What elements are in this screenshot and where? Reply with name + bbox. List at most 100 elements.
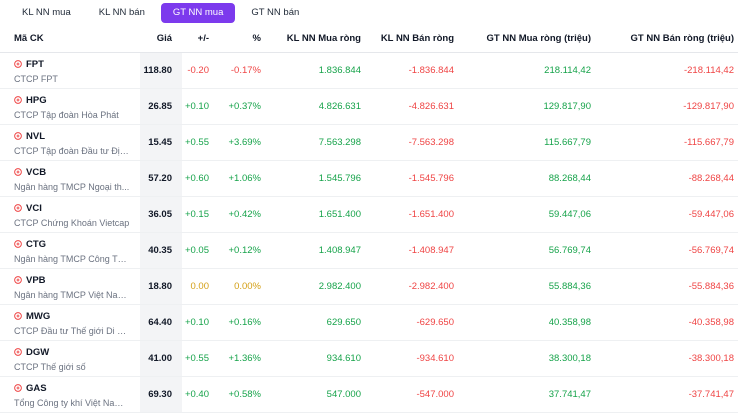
table-row[interactable]: GAS Tổng Công ty khí Việt Nam ... 69.30 +0.…: [0, 376, 738, 413]
kl-ban-rong-cell: -547.000: [369, 376, 462, 413]
percent-cell: +3.69%: [217, 124, 269, 161]
watchlist-icon[interactable]: [14, 312, 22, 320]
stock-symbol-line: NVL: [14, 130, 140, 143]
stock-symbol[interactable]: DGW: [26, 346, 50, 358]
stock-symbol[interactable]: VPB: [26, 274, 46, 286]
gt-mua-rong-cell: 115.667,79: [462, 124, 599, 161]
table-row[interactable]: CTG Ngân hàng TMCP Công Th... 40.35 +0.05 +0…: [0, 232, 738, 269]
stock-symbol[interactable]: NVL: [26, 130, 45, 142]
kl-ban-rong-cell: -629.650: [369, 304, 462, 341]
percent-cell: 0.00%: [217, 268, 269, 305]
table-row[interactable]: DGW CTCP Thế giới số 41.00 +0.55 +1.36% 934.6…: [0, 340, 738, 377]
gt-mua-rong-cell: 55.884,36: [462, 268, 599, 305]
table-row[interactable]: FPT CTCP FPT 118.80 -0.20 -0.17% 1.836.844 -1.…: [0, 52, 738, 89]
foreign-trading-table: Mã CK Giá +/- % KL NN Mua ròng KL NN Bán…: [0, 25, 738, 413]
header-kl-ban-rong[interactable]: KL NN Bán ròng: [369, 25, 462, 53]
kl-ban-rong-cell: -934.610: [369, 340, 462, 377]
company-name: CTCP Tập đoàn Hòa Phát: [14, 109, 119, 120]
tab-kl-nn-ban[interactable]: KL NN bán: [98, 6, 145, 18]
watchlist-icon[interactable]: [14, 240, 22, 248]
change-cell: -0.20: [182, 52, 217, 89]
stock-symbol[interactable]: GAS: [26, 382, 47, 394]
watchlist-icon[interactable]: [14, 60, 22, 68]
change-cell: +0.60: [182, 160, 217, 197]
stock-symbol[interactable]: VCI: [26, 202, 42, 214]
stock-symbol[interactable]: MWG: [26, 310, 51, 322]
price-cell: 40.35: [140, 232, 182, 269]
stock-cell[interactable]: MWG CTCP Đầu tư Thế giới Di độ...: [0, 304, 140, 341]
table-row[interactable]: MWG CTCP Đầu tư Thế giới Di độ... 64.40 +0.…: [0, 304, 738, 341]
price-cell: 41.00: [140, 340, 182, 377]
stock-cell[interactable]: VPB Ngân hàng TMCP Việt Nam ...: [0, 268, 140, 305]
percent-cell: +0.37%: [217, 88, 269, 125]
tab-gt-nn-ban[interactable]: GT NN bán: [251, 6, 300, 18]
table-row[interactable]: NVL CTCP Tập đoàn Đầu tư Địa ... 15.45 +0.5…: [0, 124, 738, 161]
stock-symbol-line: CTG: [14, 238, 140, 251]
kl-mua-rong-cell: 547.000: [269, 376, 369, 413]
stock-symbol-line: GAS: [14, 382, 140, 395]
change-cell: 0.00: [182, 268, 217, 305]
header-gt-mua-rong[interactable]: GT NN Mua ròng (triệu): [462, 25, 599, 53]
kl-ban-rong-cell: -2.982.400: [369, 268, 462, 305]
gt-mua-rong-cell: 218.114,42: [462, 52, 599, 89]
kl-mua-rong-cell: 934.610: [269, 340, 369, 377]
percent-cell: +1.06%: [217, 160, 269, 197]
kl-mua-rong-cell: 1.408.947: [269, 232, 369, 269]
company-name: CTCP Thế giới số: [14, 361, 86, 372]
stock-cell[interactable]: NVL CTCP Tập đoàn Đầu tư Địa ...: [0, 124, 140, 161]
tab-gt-nn-mua[interactable]: GT NN mua: [160, 2, 236, 23]
stock-cell[interactable]: DGW CTCP Thế giới số: [0, 340, 140, 377]
stock-cell[interactable]: CTG Ngân hàng TMCP Công Th...: [0, 232, 140, 269]
gt-ban-rong-cell: -56.769,74: [599, 232, 738, 269]
stock-symbol-line: MWG: [14, 310, 140, 323]
kl-ban-rong-cell: -4.826.631: [369, 88, 462, 125]
change-cell: +0.10: [182, 304, 217, 341]
stock-symbol-line: VCI: [14, 202, 140, 215]
table-row[interactable]: VCB Ngân hàng TMCP Ngoại th... 57.20 +0.60 +…: [0, 160, 738, 197]
gt-ban-rong-cell: -115.667,79: [599, 124, 738, 161]
header-percent[interactable]: %: [217, 25, 269, 53]
gt-ban-rong-cell: -129.817,90: [599, 88, 738, 125]
gt-mua-rong-cell: 38.300,18: [462, 340, 599, 377]
header-gt-ban-rong[interactable]: GT NN Bán ròng (triệu): [599, 25, 738, 53]
table-row[interactable]: HPG CTCP Tập đoàn Hòa Phát 26.85 +0.10 +0.37…: [0, 88, 738, 125]
kl-mua-rong-cell: 4.826.631: [269, 88, 369, 125]
change-cell: +0.05: [182, 232, 217, 269]
stock-cell[interactable]: FPT CTCP FPT: [0, 52, 140, 89]
watchlist-icon[interactable]: [14, 276, 22, 284]
price-cell: 18.80: [140, 268, 182, 305]
stock-symbol[interactable]: CTG: [26, 238, 47, 250]
kl-ban-rong-cell: -1.836.844: [369, 52, 462, 89]
kl-mua-rong-cell: 2.982.400: [269, 268, 369, 305]
gt-ban-rong-cell: -59.447,06: [599, 196, 738, 233]
stock-cell[interactable]: HPG CTCP Tập đoàn Hòa Phát: [0, 88, 140, 125]
watchlist-icon[interactable]: [14, 132, 22, 140]
change-cell: +0.10: [182, 88, 217, 125]
tab-kl-nn-mua[interactable]: KL NN mua: [22, 6, 71, 18]
stock-cell[interactable]: GAS Tổng Công ty khí Việt Nam ...: [0, 376, 140, 413]
header-symbol[interactable]: Mã CK: [0, 25, 140, 53]
stock-symbol[interactable]: HPG: [26, 94, 47, 106]
stock-symbol-line: FPT: [14, 58, 140, 71]
header-change[interactable]: +/-: [182, 25, 217, 53]
stock-symbol-line: VPB: [14, 274, 140, 287]
header-price[interactable]: Giá: [140, 25, 182, 53]
watchlist-icon[interactable]: [14, 168, 22, 176]
table-row[interactable]: VCI CTCP Chứng Khoán Vietcap 36.05 +0.15 +0.…: [0, 196, 738, 233]
watchlist-icon[interactable]: [14, 384, 22, 392]
stock-symbol[interactable]: VCB: [26, 166, 47, 178]
watchlist-icon[interactable]: [14, 96, 22, 104]
stock-cell[interactable]: VCB Ngân hàng TMCP Ngoại th...: [0, 160, 140, 197]
company-name: CTCP Chứng Khoán Vietcap: [14, 217, 130, 228]
change-cell: +0.40: [182, 376, 217, 413]
watchlist-icon[interactable]: [14, 348, 22, 356]
percent-cell: +0.12%: [217, 232, 269, 269]
percent-cell: +0.42%: [217, 196, 269, 233]
gt-ban-rong-cell: -88.268,44: [599, 160, 738, 197]
watchlist-icon[interactable]: [14, 204, 22, 212]
table-row[interactable]: VPB Ngân hàng TMCP Việt Nam ... 18.80 0.00 0…: [0, 268, 738, 305]
stock-symbol[interactable]: FPT: [26, 58, 44, 70]
gt-ban-rong-cell: -38.300,18: [599, 340, 738, 377]
header-kl-mua-rong[interactable]: KL NN Mua ròng: [269, 25, 369, 53]
stock-cell[interactable]: VCI CTCP Chứng Khoán Vietcap: [0, 196, 140, 233]
